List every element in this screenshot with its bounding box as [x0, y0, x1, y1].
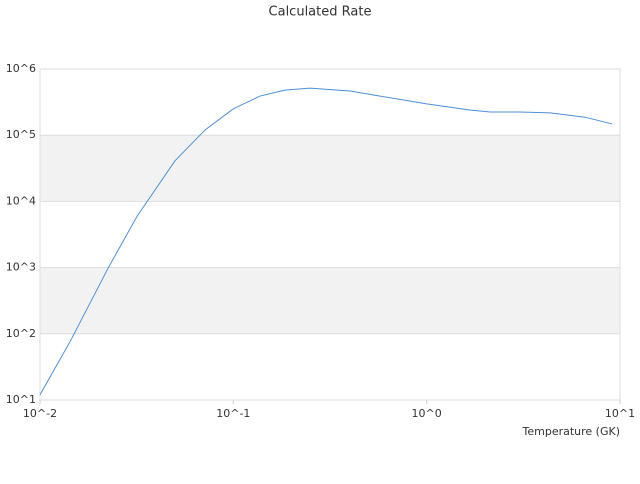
x-tick-label: 10^1	[605, 407, 635, 420]
band	[40, 267, 620, 334]
y-tick-label: 10^4	[6, 194, 36, 207]
y-tick-label: 10^3	[6, 261, 36, 274]
x-tick-label: 10^0	[412, 407, 442, 420]
y-tick-label: 10^5	[6, 128, 36, 141]
chart-title: Calculated Rate	[269, 5, 372, 20]
y-tick-label: 10^2	[6, 327, 36, 340]
y-tick-label: 10^6	[6, 62, 36, 75]
x-tick-label: 10^-1	[216, 407, 250, 420]
data-line	[39, 87, 613, 396]
bands	[40, 135, 620, 334]
y-tick-label: 10^1	[6, 393, 36, 406]
x-axis-label: Temperature (GK)	[522, 425, 621, 438]
x-tick-label: 10^-2	[23, 407, 57, 420]
band	[40, 135, 620, 202]
